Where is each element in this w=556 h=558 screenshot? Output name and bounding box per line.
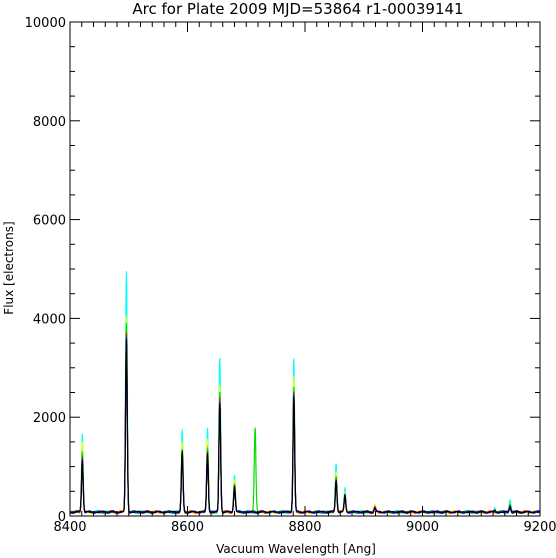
peak-point (293, 391, 295, 394)
peak-point (509, 505, 511, 507)
peak-point (81, 461, 83, 463)
peak-point (254, 427, 256, 429)
peak-point (494, 507, 496, 509)
peak-point (125, 337, 127, 339)
peak-point (206, 427, 209, 429)
peak-point (335, 475, 337, 478)
peak-point (293, 386, 295, 389)
peak-point (335, 478, 337, 480)
peak-point (335, 463, 337, 465)
peak-point (181, 448, 183, 450)
x-axis-label: Vacuum Wavelength [Ang] (216, 542, 376, 556)
x-tick-label: 8800 (288, 520, 321, 535)
peak-point (125, 322, 127, 324)
peak-point (293, 394, 295, 396)
peak-point (181, 428, 183, 431)
peak-point (206, 438, 209, 441)
peak-point (293, 358, 295, 360)
peak-point (125, 315, 127, 317)
peak-point (206, 451, 209, 453)
y-tick-label: 2000 (33, 411, 66, 426)
spectrum-series-2 (69, 322, 541, 514)
spectrum-line (69, 340, 541, 514)
peak-point (509, 500, 511, 502)
peak-point (233, 479, 236, 482)
spectrum-series-4 (69, 337, 541, 514)
spectrum-line (69, 337, 541, 514)
peak-point (125, 340, 127, 342)
y-tick-label: 10000 (25, 16, 66, 31)
spectrum-line (69, 323, 541, 514)
y-axis-label: Flux [electrons] (2, 221, 16, 314)
spectrum-line (70, 316, 541, 514)
peak-point (509, 504, 511, 506)
x-tick-label: 8400 (53, 520, 86, 535)
series-layer (69, 270, 541, 514)
y-tick-label: 4000 (33, 312, 66, 327)
x-tick-label: 9200 (523, 520, 556, 535)
peak-point (374, 507, 376, 510)
axes-layer: 8400 8600 8800 9000 9200 0 2000 4000 6000 8000 100… (25, 16, 556, 535)
peak-point (344, 493, 346, 495)
plot-frame (69, 21, 541, 517)
peak-point (335, 480, 337, 483)
peak-point (219, 404, 221, 406)
peak-point (293, 396, 295, 399)
peak-point (233, 474, 236, 477)
peak-point (81, 441, 83, 443)
spectrum-line (69, 272, 540, 514)
chart-title: Arc for Plate 2009 MJD=53864 r1-00039141 (132, 0, 463, 18)
peak-point (335, 470, 337, 473)
spectrum-series-3 (69, 332, 540, 514)
x-tick-label: 8600 (171, 520, 204, 535)
peak-point (219, 401, 221, 403)
peak-point (509, 506, 511, 508)
peak-point (181, 451, 183, 453)
peak-point (125, 270, 127, 273)
y-tick-label: 8000 (33, 115, 66, 130)
peak-point (344, 486, 346, 488)
spectrum-line (69, 333, 540, 514)
peak-point (81, 456, 83, 458)
peak-point (206, 446, 209, 448)
peak-point (181, 441, 183, 443)
peak-point (344, 495, 346, 497)
peak-point (81, 458, 83, 460)
spectrum-series-5 (69, 340, 541, 514)
peak-point (219, 396, 221, 399)
y-tick-label: 6000 (33, 214, 66, 229)
peak-point (206, 453, 209, 455)
y-tick-label: 0 (58, 510, 66, 525)
peak-point (335, 479, 337, 482)
peak-point (219, 391, 221, 394)
peak-point (494, 509, 496, 511)
peak-point (219, 358, 221, 360)
peak-point (233, 485, 236, 487)
peak-point (81, 451, 83, 453)
x-tick-label: 9000 (406, 520, 439, 535)
peak-point (344, 490, 346, 492)
spectrum-series-0 (69, 270, 540, 514)
peak-point (81, 433, 83, 436)
peak-point (233, 483, 236, 485)
peak-point (293, 377, 295, 379)
peak-point (219, 384, 221, 386)
peak-point (125, 332, 127, 334)
spectrum-series-1 (70, 315, 541, 514)
